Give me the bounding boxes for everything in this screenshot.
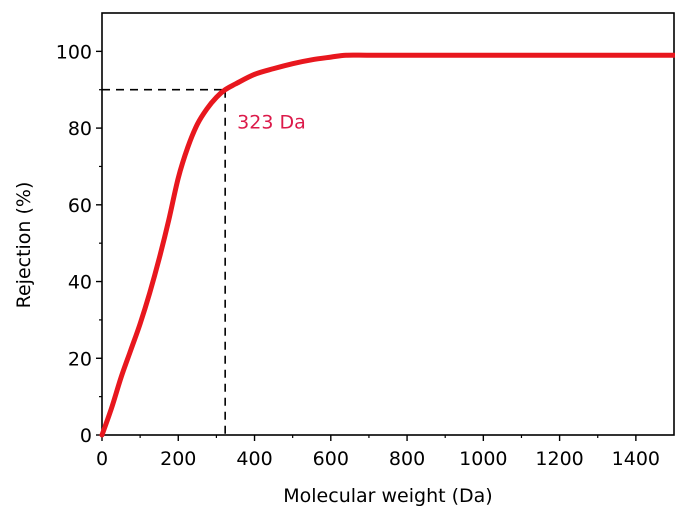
y-tick-label: 100 [56, 41, 92, 63]
x-tick-label: 200 [160, 448, 196, 470]
x-tick-label: 400 [236, 448, 272, 470]
y-tick-label: 60 [68, 195, 92, 217]
threshold-guides [102, 88, 226, 435]
x-tick-label: 1000 [459, 448, 507, 470]
x-tick-label: 1400 [612, 448, 660, 470]
y-axis-ticks: 0 20 40 60 80 100 [56, 41, 102, 447]
plot-frame [101, 12, 675, 436]
y-axis-title: Rejection (%) [13, 182, 35, 309]
x-axis-title: Molecular weight (Da) [283, 485, 492, 507]
x-tick-label: 600 [313, 448, 349, 470]
y-tick-label: 80 [68, 118, 92, 140]
x-tick-label: 0 [96, 448, 108, 470]
x-tick-label: 800 [389, 448, 425, 470]
x-axis-ticks: 0 200 400 600 800 1000 1200 1400 [96, 435, 660, 470]
threshold-annotation: 323 Da [237, 112, 306, 134]
y-tick-label: 0 [80, 425, 92, 447]
y-tick-label: 40 [68, 272, 92, 294]
series-layer [99, 52, 675, 438]
y-tick-label: 20 [68, 348, 92, 370]
rejection-curve [99, 52, 675, 438]
x-tick-label: 1200 [535, 448, 583, 470]
